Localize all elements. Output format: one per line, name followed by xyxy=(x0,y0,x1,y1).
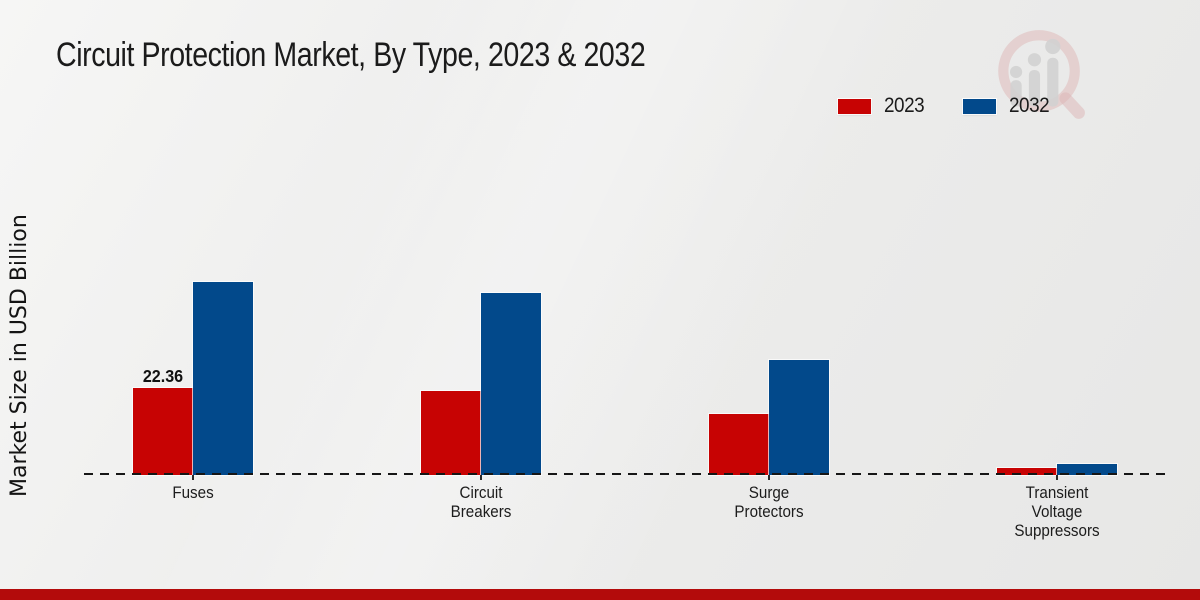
x-axis-label-transient-voltage-suppressors: Transient Voltage Suppressors xyxy=(1014,484,1100,540)
bar-2023-transient-voltage-suppressors xyxy=(997,468,1057,475)
x-axis-label-circuit-breakers: Circuit Breakers xyxy=(450,484,512,521)
market-research-magnifier-logo-icon xyxy=(998,30,1085,119)
x-axis-baseline xyxy=(84,473,1170,475)
x-axis-label-surge-protectors: Surge Protectors xyxy=(734,484,804,521)
bar-2032-transient-voltage-suppressors xyxy=(1057,464,1117,475)
bar-2032-fuses xyxy=(193,282,253,475)
x-axis-tick-surge-protectors xyxy=(768,475,770,480)
bar-2032-surge-protectors xyxy=(769,360,829,475)
x-axis-tick-fuses xyxy=(192,475,194,480)
legend-item-2032: 2032 xyxy=(962,94,1054,118)
data-label-2023-fuses: 22.36 xyxy=(142,366,184,386)
chart-title: Circuit Protection Market, By Type, 2023… xyxy=(56,36,646,74)
x-axis-tick-transient-voltage-suppressors xyxy=(1056,475,1058,480)
footer-accent-bar xyxy=(0,589,1200,600)
legend-label-2032: 2032 xyxy=(1008,94,1050,117)
bar-2032-circuit-breakers xyxy=(481,293,541,475)
legend-swatch-2023 xyxy=(838,98,871,114)
bar-2023-circuit-breakers xyxy=(421,391,481,475)
legend-label-2023: 2023 xyxy=(884,94,925,117)
x-axis-label-fuses: Fuses xyxy=(172,484,214,502)
x-axis-tick-circuit-breakers xyxy=(480,475,482,480)
bar-2023-surge-protectors xyxy=(709,414,769,475)
bar-2023-fuses xyxy=(133,388,193,475)
legend-item-2023: 2023 xyxy=(838,94,929,118)
legend-swatch-2032 xyxy=(962,98,996,114)
legend: 2023 2032 xyxy=(838,94,1053,118)
